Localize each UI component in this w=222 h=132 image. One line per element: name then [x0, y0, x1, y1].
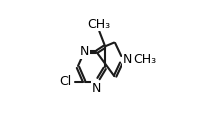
Text: Cl: Cl: [59, 75, 71, 88]
Text: CH₃: CH₃: [133, 53, 156, 66]
Text: CH₃: CH₃: [87, 18, 111, 31]
Text: N: N: [92, 82, 101, 95]
Text: N: N: [80, 45, 89, 58]
Text: N: N: [123, 53, 132, 66]
